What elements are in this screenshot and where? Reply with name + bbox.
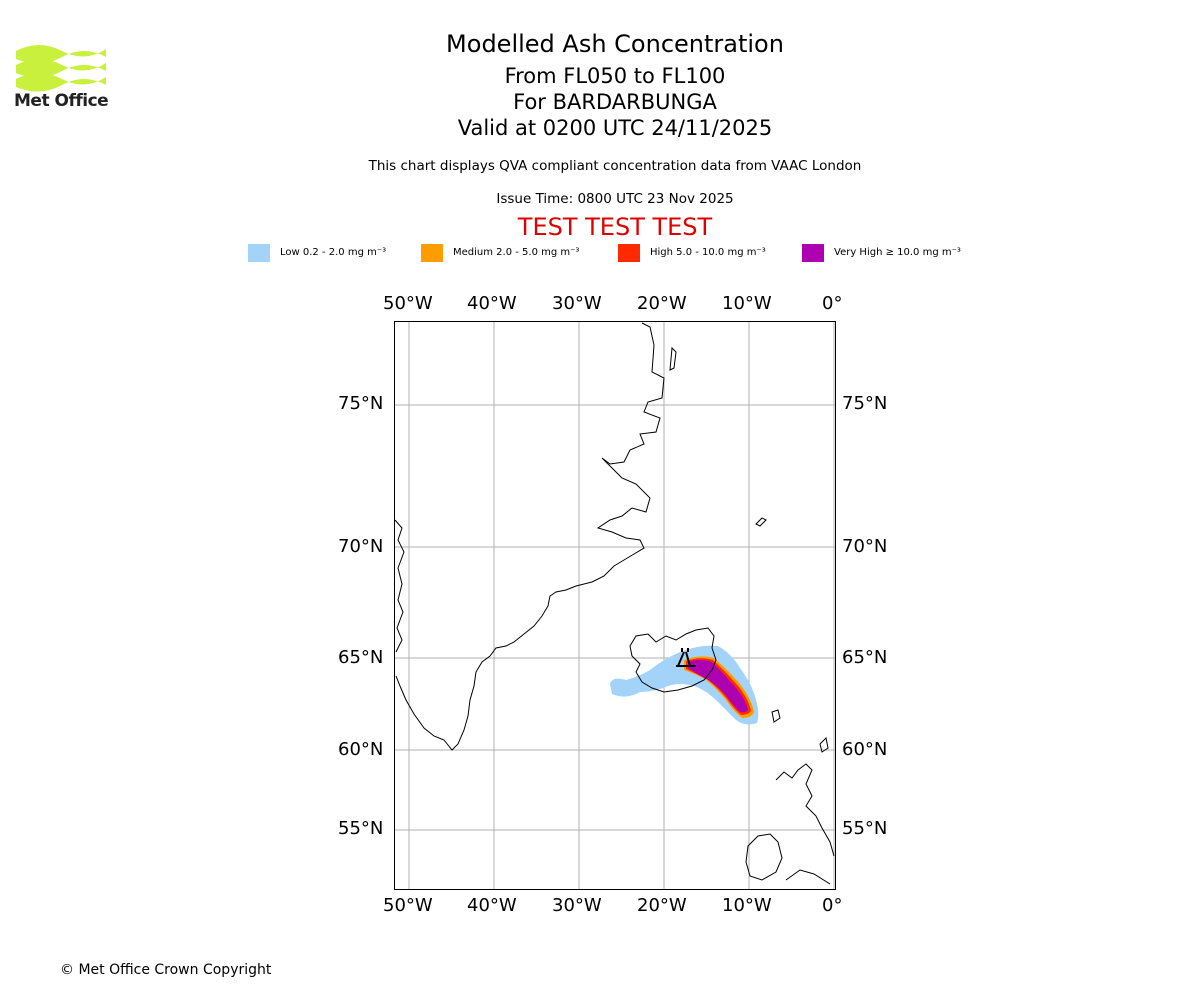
lat-label-right-55n: 55°N: [842, 818, 888, 839]
volcano-marker: [676, 648, 696, 667]
lon-label-bottom-10w: 10°W: [722, 895, 772, 916]
legend-swatch-high: [618, 244, 640, 262]
met-office-logo: [16, 45, 106, 92]
coastline-britain-south: [785, 869, 831, 885]
legend-swatch-very-high: [802, 244, 824, 262]
lat-label-right-60n: 60°N: [842, 739, 888, 760]
valid-time: Valid at 0200 UTC 24/11/2025: [457, 116, 773, 140]
legend-label-low: Low 0.2 - 2.0 mg m⁻³: [280, 247, 387, 258]
coastline-faroe: [771, 709, 781, 723]
coastline-jan-mayen: [755, 517, 767, 527]
lat-label-left-65n: 65°N: [338, 647, 384, 668]
legend-label-high: High 5.0 - 10.0 mg m⁻³: [650, 247, 766, 258]
ash-cloud: [610, 645, 759, 725]
lon-label-top-20w: 20°W: [637, 293, 687, 314]
legend-swatch-low: [248, 244, 270, 262]
lat-label-right-70n: 70°N: [842, 536, 888, 557]
chart-description: This chart displays QVA compliant concen…: [368, 158, 862, 174]
map-frame: [394, 321, 836, 890]
volcano-name: For BARDARBUNGA: [513, 90, 717, 114]
coastline-svalbard-edge: [669, 346, 677, 371]
issue-time: Issue Time: 0800 UTC 23 Nov 2025: [496, 191, 734, 207]
lon-label-top-0: 0°: [822, 293, 843, 314]
graticule: [395, 322, 835, 889]
legend-label-very-high: Very High ≥ 10.0 mg m⁻³: [834, 247, 961, 258]
ash-very-high-region: [688, 660, 748, 713]
ash-concentration-map: [394, 321, 836, 890]
coastline-greenland: [395, 322, 665, 751]
legend-swatch-medium: [421, 244, 443, 262]
coastlines: [394, 322, 835, 885]
lon-label-top-50w: 50°W: [383, 293, 433, 314]
lon-label-bottom-50w: 50°W: [383, 895, 433, 916]
flight-level-range: From FL050 to FL100: [504, 64, 726, 88]
lat-label-left-55n: 55°N: [338, 818, 384, 839]
lat-label-right-75n: 75°N: [842, 393, 888, 414]
lon-label-top-10w: 10°W: [722, 293, 772, 314]
coastline-shetland: [819, 736, 829, 753]
coastline-greenland-west: [394, 519, 405, 653]
lon-label-bottom-30w: 30°W: [552, 895, 602, 916]
chart-title: Modelled Ash Concentration: [446, 30, 784, 58]
lon-label-top-40w: 40°W: [467, 293, 517, 314]
coastline-iceland: [629, 627, 717, 693]
lat-label-left-75n: 75°N: [338, 393, 384, 414]
test-banner: TEST TEST TEST: [517, 213, 713, 241]
lat-label-left-60n: 60°N: [338, 739, 384, 760]
coastline-ireland: [745, 833, 783, 881]
lat-label-left-70n: 70°N: [338, 536, 384, 557]
lat-label-right-65n: 65°N: [842, 647, 888, 668]
lon-label-top-30w: 30°W: [552, 293, 602, 314]
lon-label-bottom-20w: 20°W: [637, 895, 687, 916]
legend-label-medium: Medium 2.0 - 5.0 mg m⁻³: [453, 247, 580, 258]
coastline-scotland: [775, 763, 835, 857]
lon-label-bottom-40w: 40°W: [467, 895, 517, 916]
lon-label-bottom-0: 0°: [822, 895, 843, 916]
met-office-logo-text: Met Office: [14, 91, 109, 111]
copyright-notice: © Met Office Crown Copyright: [60, 962, 272, 978]
